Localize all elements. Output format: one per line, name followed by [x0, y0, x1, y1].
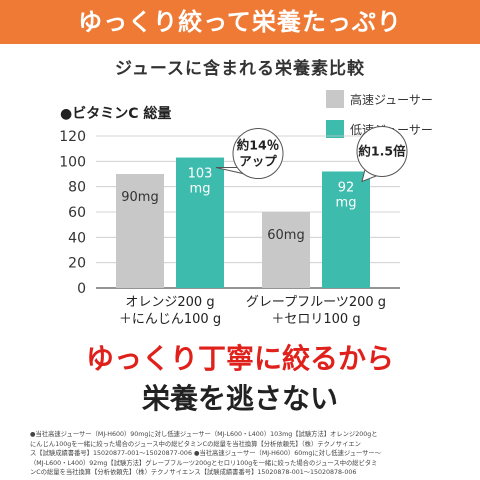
footnote-line: ス【試験成績書番号】15020877-001〜15020877-006 ●当社高… [30, 450, 382, 458]
callout-text: 約14％ [237, 138, 279, 153]
y-tick-label: 20 [68, 256, 86, 272]
headline: ゆっくり丁寧に絞るから 栄養を逃さない [0, 339, 480, 419]
bar-value-label: 60mg [267, 228, 304, 243]
callout-text: アップ [239, 154, 277, 169]
y-tick-label: 100 [59, 154, 86, 170]
footnote-line: ンCの総量を当社換算【分析依頼先】（株）テクノサイエンス【試験成績書番号】150… [30, 469, 357, 477]
callout-bubble [232, 128, 284, 180]
footnote-line: （MJ-L600・L400）92mg【試験方法】グレープフルーツ200gとセロリ… [30, 459, 378, 467]
callout-text: 約1.5倍 [358, 143, 406, 158]
headline-line2: 栄養を逃さない [141, 382, 338, 415]
bar-fast [262, 212, 310, 288]
bar-fast [116, 174, 164, 288]
footnote-line: ●当社高速ジューサー（MJ-H600）90mgに対し低速ジューサー（MJ-L60… [30, 431, 378, 438]
x-category-label: グレープフルーツ200 g [246, 295, 386, 310]
bar-value-label: 103 [188, 167, 213, 182]
y-tick-label: 60 [68, 205, 86, 221]
footnote-line: にんじん100gを一緒に絞った場合のジュース中の総ビタミンCの総量を当社換算【分… [30, 440, 361, 448]
callout-bubble [356, 125, 408, 177]
x-category-label: ＋セロリ100 g [271, 312, 360, 327]
legend-item-fast: 高速ジューサー [326, 88, 476, 110]
legend-swatch-fast [326, 90, 344, 108]
bar-slow [322, 171, 370, 288]
legend-label-fast: 高速ジューサー [350, 92, 433, 107]
y-tick-label: 80 [68, 180, 86, 196]
x-category-label: ＋にんじん100 g [119, 312, 221, 327]
callout-tail-mask [243, 168, 257, 177]
bar-value-label: 90mg [121, 190, 158, 205]
bar-slow [176, 157, 224, 288]
bar-value-label: 92 [338, 180, 355, 195]
headline-line1: ゆっくり丁寧に絞るから [85, 342, 394, 375]
callout-tail-mask [367, 166, 381, 175]
metric-label: ●ビタミンC 総量 [60, 106, 172, 122]
y-tick-label: 120 [59, 129, 86, 145]
footnote: ●当社高速ジューサー（MJ-H600）90mgに対し低速ジューサー（MJ-L60… [30, 430, 456, 478]
y-tick-label: 40 [68, 230, 86, 246]
y-tick-label: 0 [77, 281, 86, 297]
legend-swatch-slow [326, 120, 344, 138]
bar-value-label: mg [336, 195, 357, 210]
banner-title: ゆっくり絞って栄養たっぷり [78, 8, 402, 36]
bar-value-label: mg [190, 182, 211, 197]
x-category-label: オレンジ200 g [125, 295, 214, 310]
banner: ゆっくり絞って栄養たっぷり [0, 0, 480, 44]
chart-subtitle: ジュースに含まれる栄養素比較 [115, 59, 365, 79]
